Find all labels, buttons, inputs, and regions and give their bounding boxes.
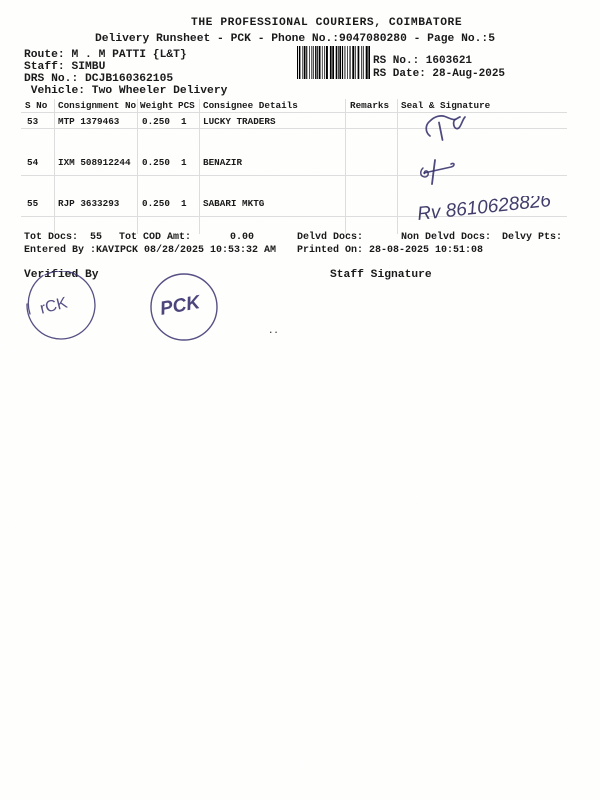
svg-text:PCK: PCK [158,292,202,320]
svg-text:rCK: rCK [38,294,69,317]
svg-text:Rv 8610628826: Rv 8610628826 [418,196,552,225]
